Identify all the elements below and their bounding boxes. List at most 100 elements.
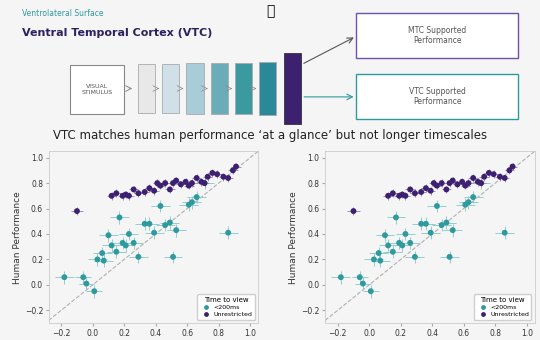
Point: [376, 258, 384, 264]
Point: [187, 200, 196, 205]
Point: [150, 230, 158, 235]
FancyBboxPatch shape: [235, 63, 252, 114]
Point: [115, 215, 124, 220]
Point: [501, 230, 509, 235]
Point: [228, 168, 237, 173]
Point: [112, 249, 120, 255]
Point: [422, 185, 430, 191]
Point: [401, 193, 410, 199]
Point: [448, 178, 457, 183]
Text: Ventrolateral Surface: Ventrolateral Surface: [22, 9, 103, 18]
Point: [384, 243, 393, 248]
Point: [437, 181, 446, 186]
Point: [104, 233, 113, 238]
Point: [185, 183, 193, 188]
Point: [410, 254, 419, 259]
Point: [140, 221, 149, 226]
Point: [122, 192, 130, 197]
Point: [156, 203, 165, 209]
Point: [192, 194, 201, 200]
Point: [505, 168, 514, 173]
Point: [464, 200, 472, 205]
Point: [208, 170, 217, 176]
Point: [166, 220, 174, 225]
Point: [125, 231, 133, 237]
Point: [395, 193, 403, 199]
Point: [442, 187, 451, 192]
Y-axis label: Human Performance: Human Performance: [289, 191, 299, 284]
Point: [336, 274, 345, 280]
Point: [168, 181, 177, 186]
Point: [496, 174, 504, 180]
Point: [172, 178, 180, 183]
Point: [224, 175, 233, 181]
Point: [426, 188, 435, 193]
Point: [145, 185, 154, 191]
FancyBboxPatch shape: [211, 63, 228, 114]
Point: [153, 181, 161, 186]
FancyBboxPatch shape: [186, 63, 204, 114]
Point: [367, 288, 375, 294]
Point: [401, 231, 410, 237]
Point: [429, 181, 438, 186]
FancyBboxPatch shape: [138, 64, 155, 113]
Point: [107, 243, 116, 248]
FancyBboxPatch shape: [162, 64, 179, 113]
Point: [355, 274, 364, 280]
FancyBboxPatch shape: [356, 74, 518, 119]
Point: [161, 222, 170, 228]
Legend: <200ms, Unrestricted: <200ms, Unrestricted: [474, 294, 531, 320]
Point: [469, 194, 477, 200]
Point: [232, 164, 240, 169]
Point: [192, 175, 201, 181]
Point: [125, 193, 133, 199]
FancyBboxPatch shape: [70, 65, 124, 114]
Point: [112, 190, 120, 196]
Text: Ventral Temporal Cortex (VTC): Ventral Temporal Cortex (VTC): [22, 29, 212, 38]
Point: [480, 174, 489, 180]
Point: [464, 181, 472, 186]
Point: [140, 189, 149, 195]
Point: [477, 181, 485, 186]
Point: [469, 175, 477, 181]
Point: [410, 190, 419, 196]
FancyBboxPatch shape: [259, 62, 276, 115]
Point: [130, 240, 138, 245]
Point: [161, 181, 170, 186]
Legend: <200ms, Unrestricted: <200ms, Unrestricted: [197, 294, 255, 320]
Point: [224, 230, 233, 235]
Text: VTC matches human performance ‘at a glance’ but not longer timescales: VTC matches human performance ‘at a glan…: [53, 130, 487, 142]
Point: [204, 174, 212, 180]
Point: [458, 179, 467, 185]
Point: [213, 171, 221, 177]
Point: [359, 281, 367, 286]
Point: [118, 240, 127, 245]
Point: [461, 202, 470, 207]
Point: [82, 281, 91, 286]
Point: [349, 208, 358, 214]
Point: [166, 187, 174, 192]
Point: [90, 288, 99, 294]
Point: [98, 250, 106, 256]
Point: [417, 221, 426, 226]
Point: [406, 240, 415, 245]
Point: [130, 187, 138, 192]
Point: [433, 183, 441, 188]
Point: [392, 215, 400, 220]
Text: MTC Supported
Performance: MTC Supported Performance: [408, 26, 467, 45]
Point: [369, 257, 378, 262]
Point: [448, 227, 457, 233]
Point: [489, 171, 498, 177]
Point: [381, 233, 389, 238]
Point: [60, 274, 69, 280]
Point: [398, 192, 407, 197]
Point: [417, 189, 426, 195]
Point: [388, 190, 397, 196]
Point: [453, 182, 462, 187]
Point: [477, 181, 485, 186]
Point: [442, 220, 451, 225]
Point: [134, 254, 143, 259]
Point: [200, 181, 209, 186]
Point: [484, 170, 493, 176]
Point: [445, 181, 454, 186]
